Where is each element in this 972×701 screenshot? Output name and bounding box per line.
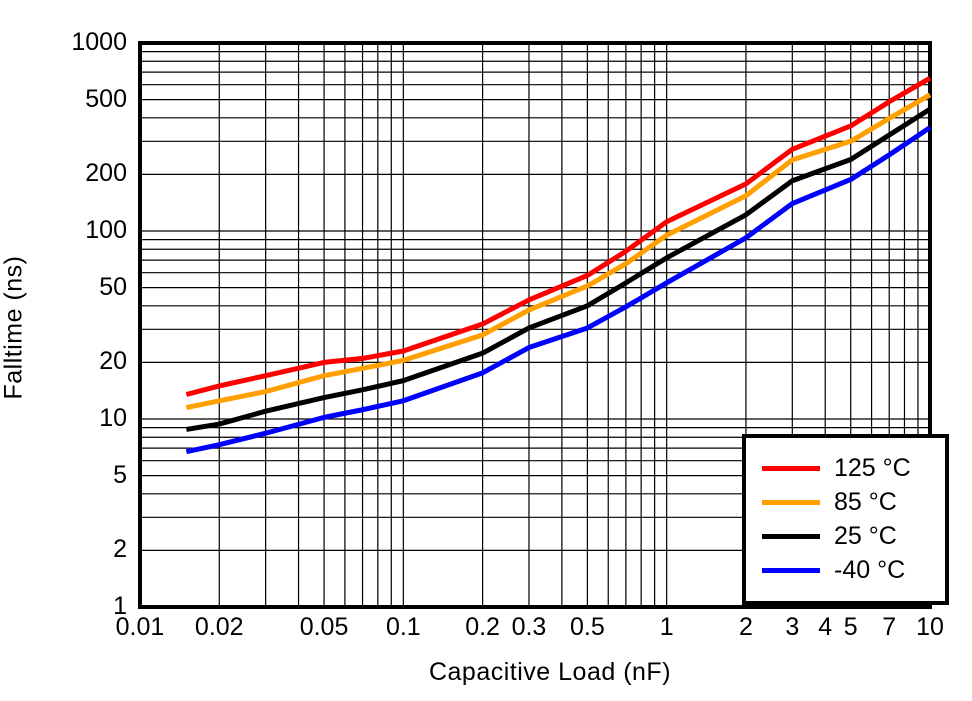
x-tick-label: 5: [843, 613, 858, 641]
y-tick-label: 20: [99, 347, 127, 376]
x-tick-label: 1: [659, 613, 674, 641]
plot-frame: [138, 41, 932, 609]
x-axis-title: Capacitive Load (nF): [428, 658, 672, 686]
x-tick-label: 0.5: [570, 613, 605, 641]
y-tick-label: 2: [113, 535, 127, 564]
x-tick-label: 2: [738, 613, 753, 641]
curve--40C: [185, 125, 932, 455]
x-tick-label: 0.05: [299, 613, 349, 641]
y-tick-label: 100: [85, 216, 127, 244]
y-tick-label: 10: [99, 404, 127, 432]
legend-item: 125 °C: [762, 454, 945, 482]
x-tick-label: 0.02: [194, 613, 244, 641]
x-tick-label: 10: [916, 613, 944, 641]
legend-label: -40 °C: [834, 556, 906, 584]
x-tick-label: 0.3: [511, 613, 547, 641]
y-axis-title: Falltime (ns): [0, 255, 28, 400]
legend: 125 °C 85 °C 25 °C -40 °C: [742, 434, 949, 605]
y-tick-label: 50: [99, 272, 127, 301]
x-tick-label: 4: [818, 613, 833, 641]
y-tick-label: 1: [113, 592, 127, 620]
y-tick-label: 200: [85, 159, 127, 188]
y-tick-label: 500: [85, 84, 127, 113]
x-tick-label: 0.1: [385, 613, 421, 641]
curve-125C: [185, 76, 932, 397]
x-tick-label: 0.01: [115, 613, 165, 641]
legend-line-icon: [762, 500, 820, 505]
legend-line-icon: [762, 534, 820, 539]
legend-item: 25 °C: [762, 522, 945, 550]
x-tick-label: 7: [882, 613, 897, 641]
legend-line-icon: [762, 568, 820, 573]
legend-label: 125 °C: [834, 454, 911, 482]
y-tick-label: 5: [113, 460, 127, 489]
x-tick-label: 3: [785, 613, 800, 641]
curve-25C: [185, 106, 932, 432]
legend-item: -40 °C: [762, 556, 945, 584]
curve-85C: [185, 92, 932, 411]
legend-label: 25 °C: [834, 522, 897, 550]
y-tick-label: 1000: [71, 28, 127, 56]
legend-line-icon: [762, 466, 820, 471]
x-tick-label: 0.2: [465, 613, 500, 641]
legend-label: 85 °C: [834, 488, 897, 516]
legend-item: 85 °C: [762, 488, 945, 516]
